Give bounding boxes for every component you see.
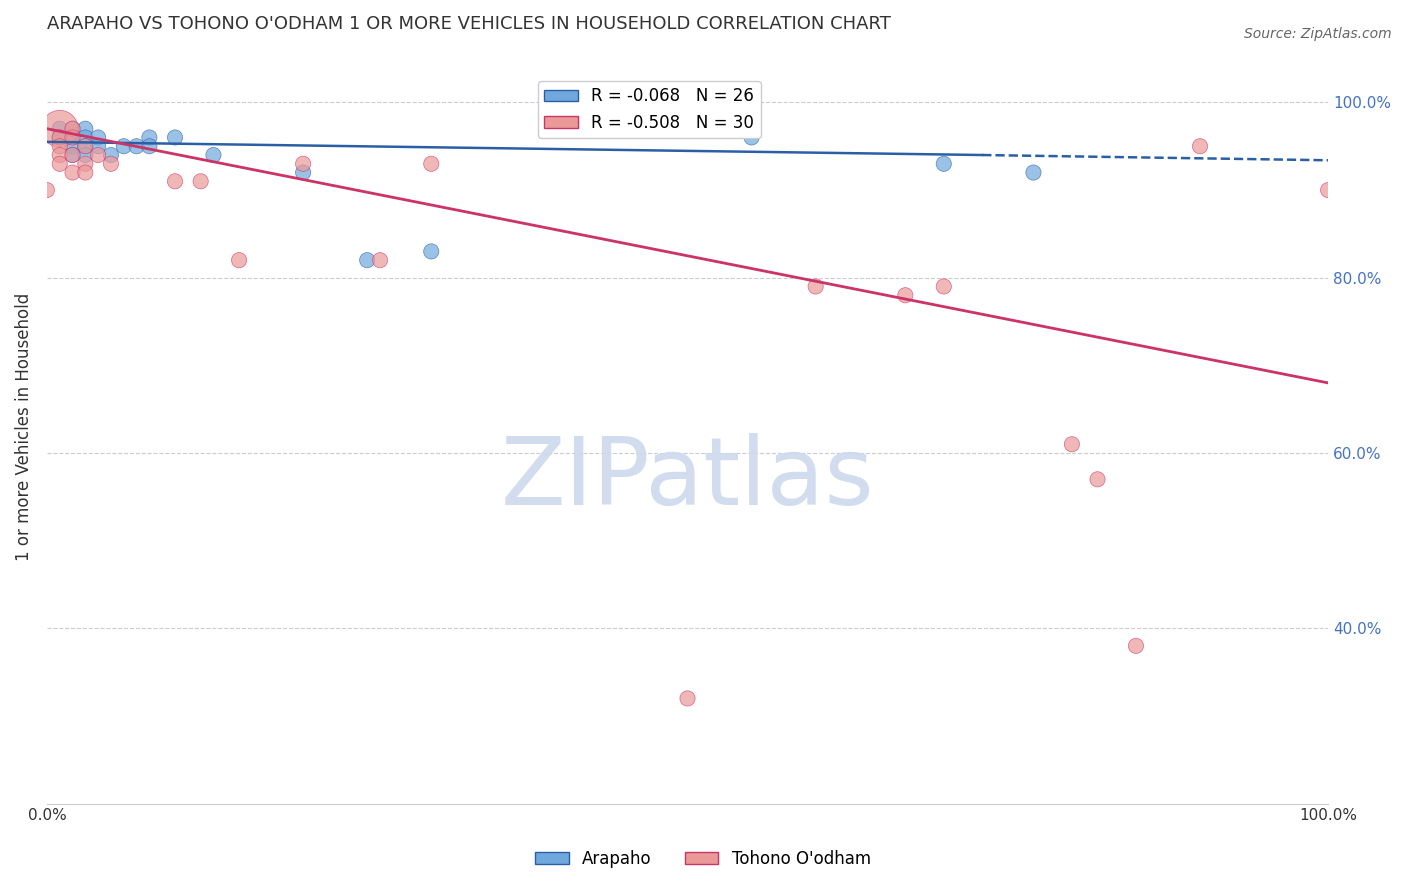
Point (1022, 165, 1045, 179)
Point (1087, 472, 1109, 486)
Point (125, 139, 148, 153)
Point (48, 157, 70, 171)
Point (741, 121, 763, 136)
Point (163, 174, 186, 188)
Point (75, 139, 97, 153)
Point (420, 157, 443, 171)
Point (676, 691, 699, 706)
Point (62, 121, 84, 136)
Text: ZIPatlas: ZIPatlas (501, 434, 875, 525)
Legend: Arapaho, Tohono O'odham: Arapaho, Tohono O'odham (529, 844, 877, 875)
Point (87, 148, 110, 162)
Point (75, 121, 97, 136)
Point (138, 130, 160, 145)
Point (48, 121, 70, 136)
Point (163, 130, 186, 145)
Point (190, 174, 212, 188)
Point (292, 157, 315, 171)
Point (75, 148, 97, 162)
Point (741, 130, 763, 145)
Point (138, 139, 160, 153)
Point (356, 253, 378, 268)
Point (894, 288, 917, 302)
Point (62, 139, 84, 153)
Point (932, 157, 955, 171)
Point (228, 253, 250, 268)
Point (62, 148, 84, 162)
Point (112, 139, 135, 153)
Point (62, 148, 84, 162)
Point (1317, 183, 1340, 197)
Point (932, 279, 955, 293)
Point (62, 165, 84, 179)
Text: ARAPAHO VS TOHONO O'ODHAM 1 OR MORE VEHICLES IN HOUSEHOLD CORRELATION CHART: ARAPAHO VS TOHONO O'ODHAM 1 OR MORE VEHI… (46, 15, 891, 33)
Y-axis label: 1 or more Vehicles in Household: 1 or more Vehicles in Household (15, 293, 32, 561)
Point (48, 121, 70, 136)
Point (202, 148, 225, 162)
Point (48, 148, 70, 162)
Point (48, 130, 70, 145)
Point (35, 183, 58, 197)
Point (62, 121, 84, 136)
Point (804, 279, 827, 293)
Legend: R = -0.068   N = 26, R = -0.508   N = 30: R = -0.068 N = 26, R = -0.508 N = 30 (537, 81, 761, 138)
Point (368, 253, 391, 268)
Point (100, 148, 122, 162)
Point (87, 130, 110, 145)
Point (62, 130, 84, 145)
Point (100, 157, 122, 171)
Point (75, 165, 97, 179)
Point (1125, 639, 1147, 653)
Text: Source: ZipAtlas.com: Source: ZipAtlas.com (1244, 27, 1392, 41)
Point (1060, 437, 1083, 451)
Point (48, 130, 70, 145)
Point (75, 130, 97, 145)
Point (1188, 139, 1211, 153)
Point (87, 139, 110, 153)
Point (62, 130, 84, 145)
Point (75, 139, 97, 153)
Point (75, 157, 97, 171)
Point (420, 244, 443, 259)
Point (292, 165, 315, 179)
Point (48, 139, 70, 153)
